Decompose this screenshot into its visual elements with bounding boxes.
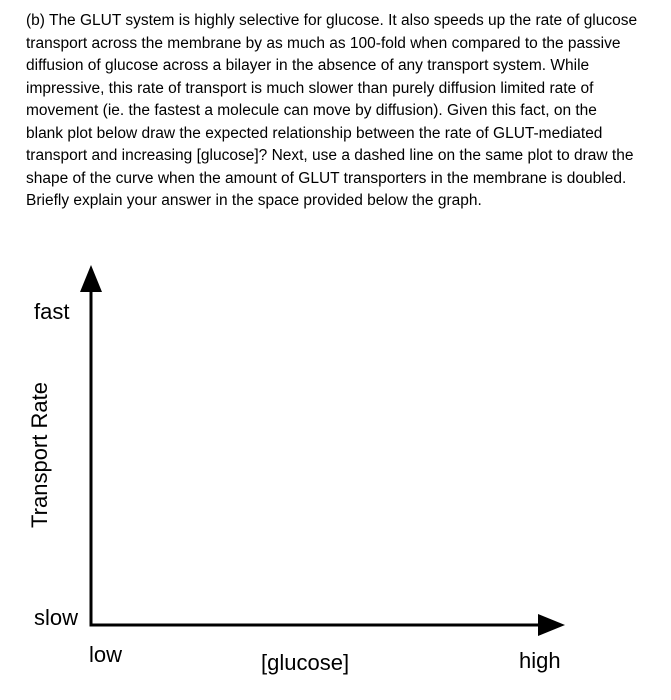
question-line: shape of the curve when the amount of GL… (26, 169, 627, 187)
y-axis-fast-label: fast (34, 299, 70, 324)
question-line: (b) The GLUT system is highly selective … (26, 12, 638, 29)
y-axis-slow-label: slow (34, 605, 79, 630)
question-line: diffusion of glucose across a bilayer in… (26, 57, 590, 74)
question-line: transport across the membrane by as much… (26, 34, 621, 52)
x-axis-low-label: low (89, 642, 123, 667)
question-line: movement (ie. the fastest a molecule can… (26, 102, 597, 119)
question-line: Briefly explain your answer in the space… (26, 192, 482, 209)
question-text: (b) The GLUT system is highly selective … (26, 10, 666, 213)
x-axis-title: [glucose] (261, 650, 350, 675)
y-axis-arrowhead (80, 265, 102, 292)
question-line: blank plot below draw the expected relat… (26, 124, 603, 142)
y-axis-title: Transport Rate (27, 382, 52, 528)
question-line: impressive, this rate of transport is mu… (26, 79, 594, 97)
question-line: transport and increasing [glucose]? Next… (26, 147, 634, 164)
x-axis-arrowhead (538, 614, 565, 636)
x-axis-high-label: high (519, 648, 561, 673)
